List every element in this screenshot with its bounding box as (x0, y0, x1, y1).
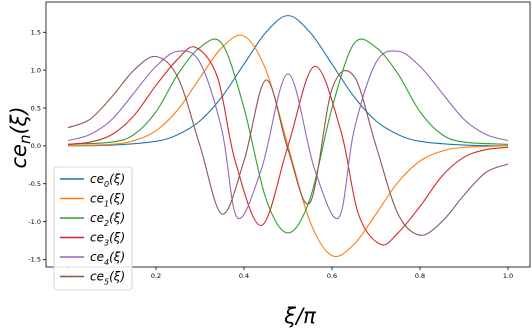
y-tick-label: 1.5 (31, 29, 41, 37)
x-tick-label: 0.2 (151, 272, 161, 280)
series-line-ce3 (67, 46, 509, 246)
y-tick-label: -1.5 (28, 256, 41, 264)
series-layer (67, 15, 509, 258)
y-axis-label: cen(ξ) (7, 106, 34, 168)
x-tick-label: 0.6 (327, 272, 337, 280)
legend-label-ce0: ce0(ξ) (90, 172, 125, 189)
legend-label-ce5: ce5(ξ) (90, 270, 125, 287)
y-tick-label: 0.5 (31, 104, 41, 112)
plot-area (45, 1, 531, 268)
y-tick-label: -0.5 (28, 180, 41, 188)
legend-label-ce3: ce3(ξ) (90, 231, 125, 248)
series-line-ce5 (67, 55, 509, 236)
series-line-ce2 (67, 38, 509, 234)
legend-label-ce2: ce2(ξ) (90, 211, 125, 228)
x-tick-label: 1.0 (503, 272, 513, 280)
x-tick-label: 0.4 (239, 272, 249, 280)
x-tick-label: 0.8 (415, 272, 425, 280)
legend-label-ce1: ce1(ξ) (90, 192, 125, 209)
y-tick-label: 1.0 (31, 66, 41, 74)
legend-label-ce4: ce4(ξ) (90, 250, 125, 267)
series-line-ce4 (67, 50, 509, 220)
plot-frame (45, 1, 531, 268)
y-axis: 1.5 1.0 0.5 0.0 -0.5 -1.0 -1.5 (28, 29, 46, 264)
series-line-ce0 (67, 15, 509, 147)
x-axis-label: ξ/π (283, 304, 316, 328)
y-tick-label: 0.0 (31, 142, 41, 150)
legend: ce0(ξ) ce1(ξ) ce2(ξ) ce3(ξ) ce4(ξ) ce5(ξ) (53, 166, 133, 291)
y-tick-label: -1.0 (28, 218, 41, 226)
